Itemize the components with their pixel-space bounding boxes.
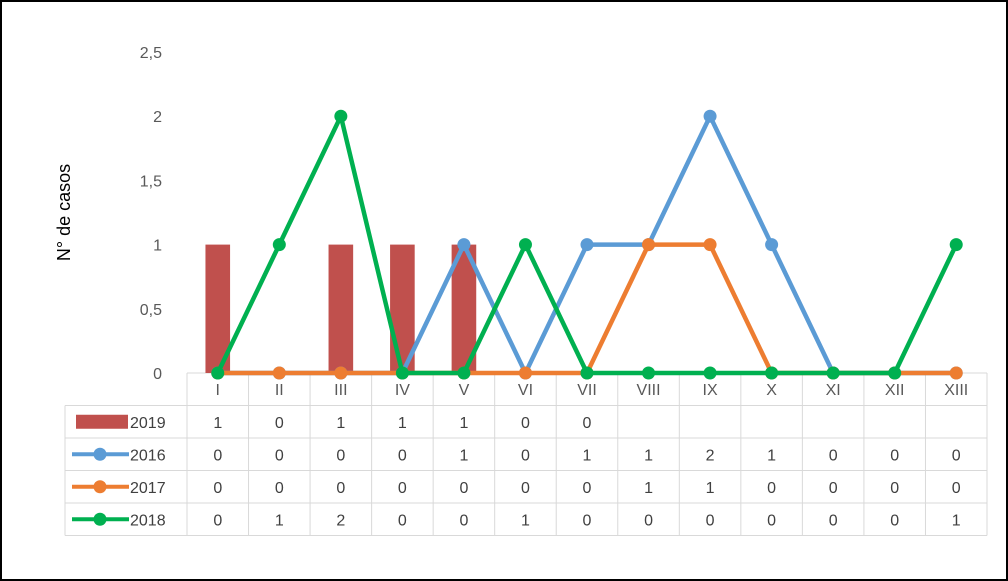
table-cell: 1 xyxy=(767,447,776,464)
point-2018 xyxy=(703,366,717,380)
table-cell: 1 xyxy=(521,512,530,529)
table-cell: 1 xyxy=(275,512,284,529)
table-cell: 0 xyxy=(521,415,530,432)
table-cell: 1 xyxy=(213,415,222,432)
table-cell: 1 xyxy=(644,447,653,464)
y-tick-label: 2 xyxy=(153,109,162,126)
y-tick-label: 1 xyxy=(153,238,162,255)
point-2018 xyxy=(457,366,471,380)
table-cell: 1 xyxy=(459,447,468,464)
y-axis-label: N° de casos xyxy=(54,164,74,261)
point-2016 xyxy=(580,238,594,252)
table-cell: 1 xyxy=(336,415,345,432)
point-2018 xyxy=(580,366,594,380)
legend-key-marker-2016 xyxy=(93,447,107,461)
point-2018 xyxy=(888,366,902,380)
table-cell: 0 xyxy=(275,447,284,464)
table-cell: 0 xyxy=(890,480,899,497)
table-cell: 0 xyxy=(890,512,899,529)
bar-2019 xyxy=(328,244,354,373)
point-2018 xyxy=(826,366,840,380)
x-tick-label: VIII xyxy=(637,382,661,399)
table-cell: 0 xyxy=(213,512,222,529)
table-cell: 0 xyxy=(644,512,653,529)
point-2017 xyxy=(518,366,532,380)
table-cell: 1 xyxy=(644,480,653,497)
table-cell: 1 xyxy=(706,480,715,497)
table-cell: 0 xyxy=(336,447,345,464)
table-cell: 1 xyxy=(952,512,961,529)
table-cell: 0 xyxy=(398,480,407,497)
table-cell: 0 xyxy=(521,447,530,464)
table-cell: 0 xyxy=(583,415,592,432)
table-cell: 0 xyxy=(398,512,407,529)
point-2016 xyxy=(703,109,717,123)
legend-label: 2018 xyxy=(130,512,166,529)
table-cell: 0 xyxy=(398,447,407,464)
table-cell: 0 xyxy=(459,512,468,529)
table-cell: 1 xyxy=(398,415,407,432)
point-2016 xyxy=(457,238,471,252)
point-2017 xyxy=(334,366,348,380)
point-2018 xyxy=(395,366,409,380)
legend-key-2019 xyxy=(76,414,128,429)
table-cell: 2 xyxy=(706,447,715,464)
table-cell: 1 xyxy=(583,447,592,464)
point-2017 xyxy=(272,366,286,380)
table-cell: 0 xyxy=(829,512,838,529)
point-2017 xyxy=(949,366,963,380)
table-cell: 0 xyxy=(767,512,776,529)
x-tick-label: XII xyxy=(885,382,905,399)
table-cell: 0 xyxy=(275,415,284,432)
point-2018 xyxy=(949,238,963,252)
legend-label: 2016 xyxy=(130,447,166,464)
point-2018 xyxy=(211,366,225,380)
x-tick-label: XIII xyxy=(944,382,968,399)
y-tick-label: 1,5 xyxy=(140,173,162,190)
x-tick-label: X xyxy=(766,382,777,399)
table-cell: 0 xyxy=(521,480,530,497)
point-2017 xyxy=(642,238,656,252)
table-cell: 0 xyxy=(583,480,592,497)
point-2018 xyxy=(642,366,656,380)
table-cell: 0 xyxy=(706,512,715,529)
point-2017 xyxy=(703,238,717,252)
table-cell: 0 xyxy=(767,480,776,497)
table-cell: 0 xyxy=(336,480,345,497)
legend-key-marker-2017 xyxy=(93,480,107,494)
x-tick-label: III xyxy=(334,382,347,399)
legend-label: 2019 xyxy=(130,415,166,432)
table-cell: 0 xyxy=(459,480,468,497)
point-2018 xyxy=(334,109,348,123)
legend-label: 2017 xyxy=(130,480,166,497)
point-2018 xyxy=(765,366,779,380)
table-cell: 1 xyxy=(459,415,468,432)
table-cell: 0 xyxy=(213,480,222,497)
x-tick-label: IV xyxy=(395,382,410,399)
table-cell: 0 xyxy=(213,447,222,464)
table-cell: 0 xyxy=(890,447,899,464)
x-tick-label: VI xyxy=(518,382,533,399)
y-tick-label: 0 xyxy=(153,366,162,383)
x-tick-label: II xyxy=(275,382,284,399)
table-cell: 0 xyxy=(952,447,961,464)
table-cell: 0 xyxy=(829,480,838,497)
x-tick-label: IX xyxy=(703,382,718,399)
x-tick-label: I xyxy=(216,382,220,399)
table-cell: 2 xyxy=(336,512,345,529)
table-cell: 0 xyxy=(275,480,284,497)
x-tick-label: VII xyxy=(577,382,597,399)
legend-key-marker-2018 xyxy=(93,512,107,526)
y-tick-label: 0,5 xyxy=(140,302,162,319)
x-tick-label: V xyxy=(459,382,470,399)
point-2018 xyxy=(518,238,532,252)
point-2016 xyxy=(765,238,779,252)
table-cell: 0 xyxy=(952,480,961,497)
table-cell: 0 xyxy=(829,447,838,464)
point-2018 xyxy=(272,238,286,252)
y-tick-label: 2,5 xyxy=(140,45,162,62)
x-tick-label: XI xyxy=(826,382,841,399)
table-cell: 0 xyxy=(583,512,592,529)
